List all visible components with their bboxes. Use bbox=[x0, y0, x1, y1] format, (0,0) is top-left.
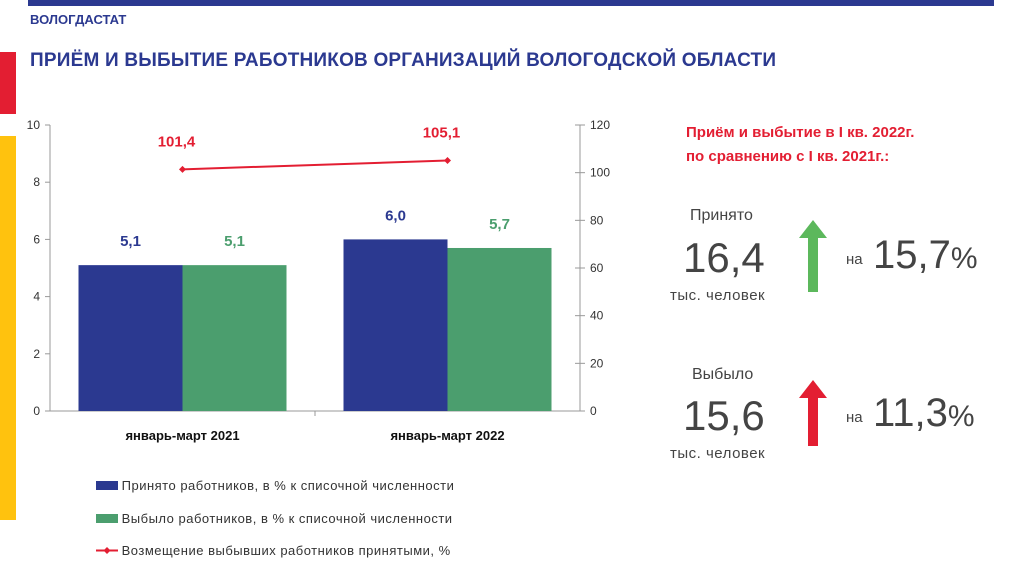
bar-hired bbox=[343, 239, 448, 411]
legend-label: Выбыло работников, в % к списочной числе… bbox=[121, 511, 453, 527]
y-right-tick-label: 80 bbox=[590, 213, 604, 227]
hired-change: 15,7% bbox=[873, 233, 978, 278]
legend-line-icon bbox=[96, 547, 118, 555]
bar-left bbox=[447, 247, 552, 411]
legend-item-hired: Принято работников, в % к списочной числ… bbox=[96, 477, 454, 493]
data-label: 5,1 bbox=[120, 233, 141, 250]
left-change-pct: % bbox=[947, 400, 975, 433]
y-left-tick-label: 4 bbox=[33, 290, 40, 304]
org-name: ВОЛОГДАСТАТ bbox=[30, 12, 127, 27]
bar-hired bbox=[78, 265, 183, 411]
line-replacement bbox=[182, 159, 448, 171]
panel-heading-line2: по сравнению с I кв. 2021г.: bbox=[686, 148, 890, 165]
y-right-tick-label: 60 bbox=[590, 261, 604, 275]
left-label: Выбыло bbox=[692, 366, 754, 383]
data-label: 5,1 bbox=[224, 233, 245, 250]
left-change: 11,3% bbox=[873, 391, 975, 436]
hired-change-pct: % bbox=[950, 242, 978, 275]
legend-item-replacement: Возмещение выбывших работников принятыми… bbox=[96, 542, 451, 558]
line-data-label: 105,1 bbox=[423, 125, 461, 142]
y-right-tick-label: 120 bbox=[590, 118, 610, 132]
line-point bbox=[444, 157, 451, 165]
y-right-tick-label: 0 bbox=[590, 404, 597, 418]
left-na: на bbox=[846, 409, 863, 426]
accent-strip-yellow bbox=[0, 136, 16, 520]
y-left-tick-label: 6 bbox=[33, 232, 40, 246]
accent-strip-red bbox=[0, 52, 16, 114]
y-right-tick-label: 40 bbox=[590, 309, 604, 323]
data-label: 6,0 bbox=[385, 207, 406, 224]
hired-na: на bbox=[846, 251, 863, 268]
bar-left bbox=[182, 265, 287, 411]
hired-label: Принято bbox=[690, 207, 753, 224]
up-arrow-icon bbox=[799, 380, 827, 446]
hired-unit: тыс. человек bbox=[670, 287, 766, 304]
x-tick-label: январь-март 2021 bbox=[125, 428, 239, 443]
hired-value: 16,4 bbox=[683, 234, 765, 281]
legend-label: Принято работников, в % к списочной числ… bbox=[121, 478, 455, 494]
legend-item-left: Выбыло работников, в % к списочной числе… bbox=[96, 510, 453, 526]
legend-swatch-navy bbox=[96, 481, 118, 491]
x-tick-label: январь-март 2022 bbox=[390, 428, 504, 443]
top-bar bbox=[28, 0, 994, 6]
y-left-tick-label: 8 bbox=[33, 175, 40, 189]
legend-swatch-green bbox=[96, 514, 118, 524]
page-title: ПРИЁМ И ВЫБЫТИЕ РАБОТНИКОВ ОРГАНИЗАЦИЙ В… bbox=[30, 50, 777, 71]
y-left-tick-label: 2 bbox=[33, 347, 40, 361]
legend-label: Возмещение выбывших работников принятыми… bbox=[121, 543, 451, 559]
y-left-tick-label: 10 bbox=[27, 118, 41, 132]
line-point bbox=[179, 165, 186, 173]
left-unit: тыс. человек bbox=[670, 445, 766, 462]
panel-heading: Приём и выбытие в I кв. 2022г. по сравне… bbox=[686, 121, 914, 169]
line-data-label: 101,4 bbox=[158, 133, 196, 150]
y-right-tick-label: 20 bbox=[590, 356, 604, 370]
left-change-value: 11,3 bbox=[873, 391, 948, 435]
left-value: 15,6 bbox=[683, 392, 765, 439]
up-arrow-icon bbox=[799, 220, 827, 292]
panel-heading-line1: Приём и выбытие в I кв. 2022г. bbox=[686, 124, 915, 141]
y-left-tick-label: 0 bbox=[33, 404, 40, 418]
hired-change-value: 15,7 bbox=[873, 233, 951, 277]
data-label: 5,7 bbox=[489, 216, 510, 233]
y-right-tick-label: 100 bbox=[590, 166, 610, 180]
